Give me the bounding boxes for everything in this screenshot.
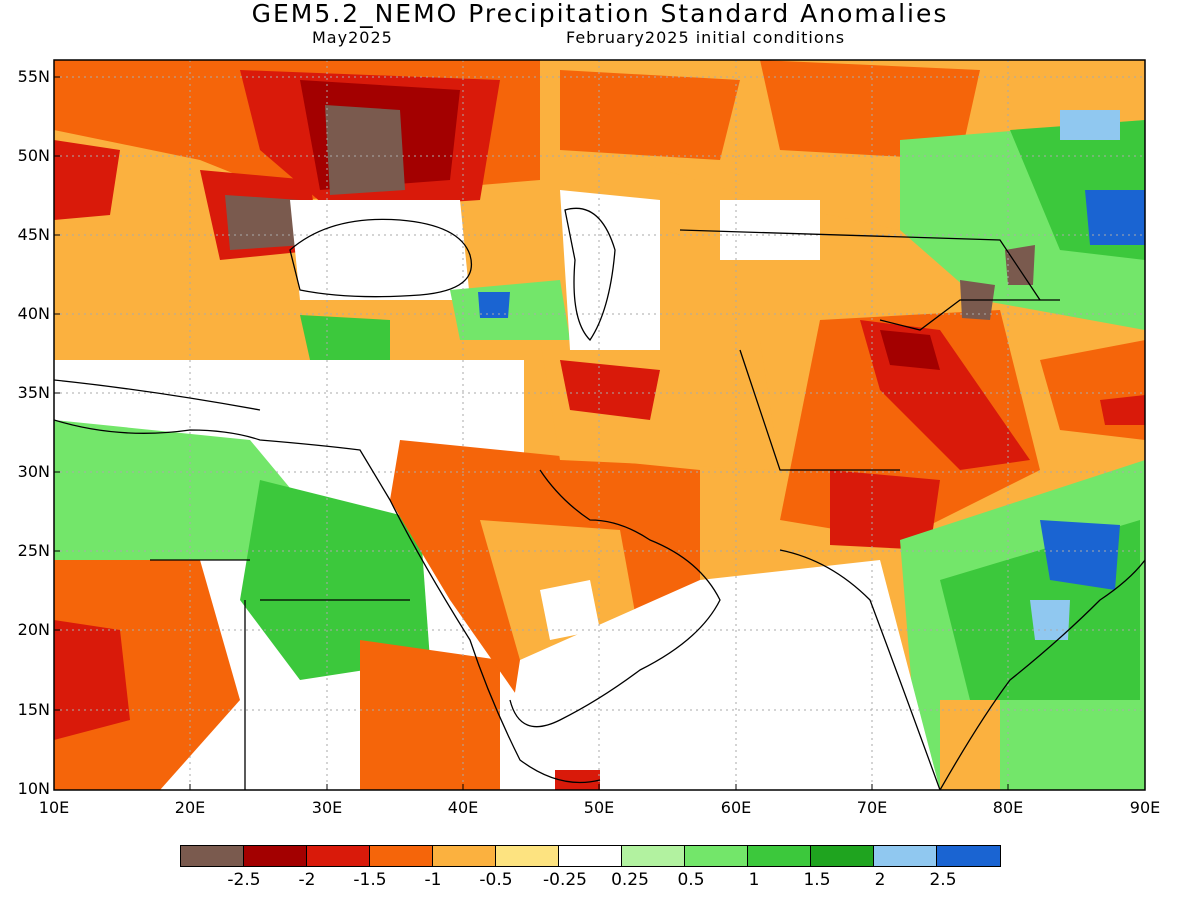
- legend-tick: -1: [424, 870, 442, 890]
- legend-tick: 2.5: [929, 870, 957, 890]
- legend-swatch: [370, 846, 433, 866]
- legend-swatch: [496, 846, 559, 866]
- legend-swatch: [874, 846, 937, 866]
- legend-swatch: [937, 846, 1000, 866]
- lon-label-60e: 60E: [720, 798, 752, 817]
- lon-label-40e: 40E: [447, 798, 479, 817]
- legend-tick: 0.5: [677, 870, 705, 890]
- initial-conditions: February2025 initial conditions: [566, 28, 846, 47]
- lat-label-50n: 50N: [17, 146, 50, 165]
- lat-label-55n: 55N: [17, 67, 50, 86]
- legend-swatch: [685, 846, 748, 866]
- anomaly-field: [54, 60, 1145, 790]
- legend-swatch: [559, 846, 622, 866]
- legend-tick: 2: [874, 870, 886, 890]
- legend-swatch: [811, 846, 874, 866]
- lat-label-35n: 35N: [17, 383, 50, 402]
- lon-label-20e: 20E: [174, 798, 206, 817]
- lon-label-90e: 90E: [1129, 798, 1161, 817]
- legend-swatch: [748, 846, 811, 866]
- lat-label-10n: 10N: [17, 779, 50, 798]
- legend-tick: -2: [298, 870, 316, 890]
- lon-label-30e: 30E: [311, 798, 343, 817]
- axis-ticks: [54, 76, 1009, 790]
- legend-colorbar: [180, 845, 1001, 867]
- legend-tick: 0.25: [611, 870, 649, 890]
- lat-label-25n: 25N: [17, 541, 50, 560]
- valid-month: May2025: [312, 28, 393, 47]
- lon-label-50e: 50E: [583, 798, 615, 817]
- legend-tick: 1.5: [803, 870, 831, 890]
- legend-swatch: [433, 846, 496, 866]
- legend-swatch: [307, 846, 370, 866]
- lat-label-40n: 40N: [17, 304, 50, 323]
- lat-label-45n: 45N: [17, 225, 50, 244]
- lon-label-70e: 70E: [856, 798, 888, 817]
- graticule: [54, 60, 1145, 790]
- lon-label-80e: 80E: [992, 798, 1024, 817]
- legend-swatch: [244, 846, 307, 866]
- legend-tick: 1: [748, 870, 760, 890]
- lon-label-10e: 10E: [38, 798, 70, 817]
- lat-label-20n: 20N: [17, 620, 50, 639]
- lat-label-15n: 15N: [17, 700, 50, 719]
- coastlines: [54, 207, 1145, 790]
- legend-swatch: [181, 846, 244, 866]
- map-title: GEM5.2_NEMO Precipitation Standard Anoma…: [251, 0, 949, 28]
- lat-label-30n: 30N: [17, 462, 50, 481]
- legend-tick: -1.5: [353, 870, 387, 890]
- legend-tick: -0.5: [479, 870, 513, 890]
- legend-tick: -0.25: [543, 870, 587, 890]
- legend-tick: -2.5: [227, 870, 261, 890]
- legend-swatch: [622, 846, 685, 866]
